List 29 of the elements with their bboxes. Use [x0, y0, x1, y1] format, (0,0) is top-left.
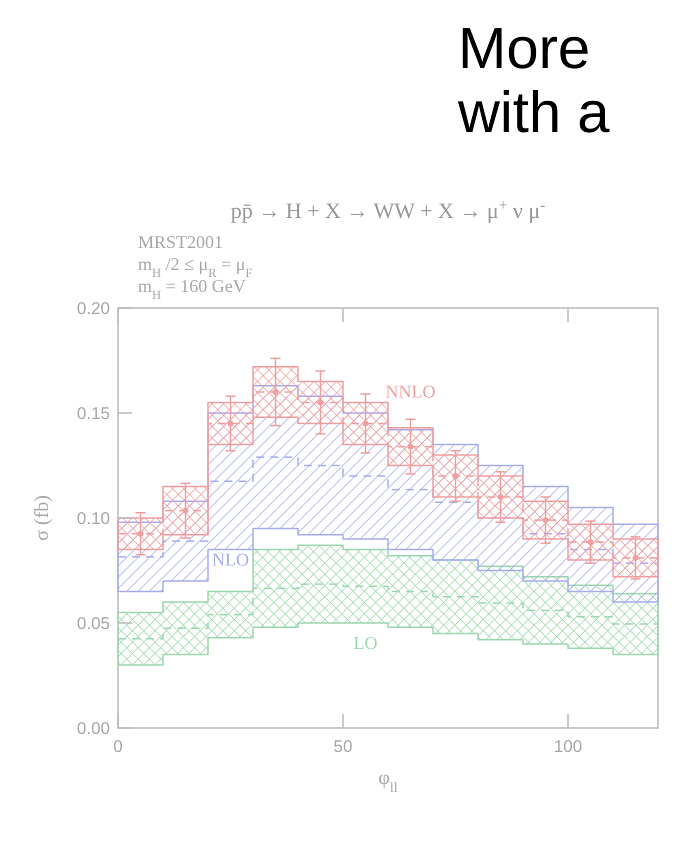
x-tick-label: 50 — [334, 737, 352, 756]
point — [632, 554, 638, 561]
y-tick-label: 0.00 — [76, 719, 110, 738]
y-axis-title: σ (fb) — [31, 495, 53, 541]
text: LO — [354, 633, 378, 653]
x-tick-label: 0 — [113, 737, 123, 756]
y-tick-label: 0.15 — [76, 404, 110, 423]
y-tick-label: 0.20 — [76, 299, 110, 318]
y-tick-label: 0.05 — [76, 614, 110, 633]
point — [542, 517, 548, 524]
x-tick-label: 100 — [554, 737, 582, 756]
point — [272, 389, 278, 395]
series-label: NLO — [212, 550, 249, 570]
point — [182, 508, 188, 514]
x-axis-title: φ$_{ll}$ — [378, 767, 398, 796]
text: with a — [457, 80, 610, 145]
point — [498, 494, 504, 500]
point — [362, 420, 368, 426]
point — [318, 400, 324, 406]
point — [452, 473, 458, 479]
point — [228, 420, 234, 426]
point — [588, 539, 594, 546]
point — [408, 444, 414, 450]
text: More — [458, 16, 590, 81]
text: MRST2001 — [138, 232, 224, 252]
y-tick-label: 0.10 — [76, 509, 110, 528]
point — [138, 530, 144, 537]
chart-title: pp̄ → H + X → WW + X → μ$^{+}$ν μ$^{-}$ — [230, 196, 546, 223]
series-label: NNLO — [386, 382, 436, 402]
